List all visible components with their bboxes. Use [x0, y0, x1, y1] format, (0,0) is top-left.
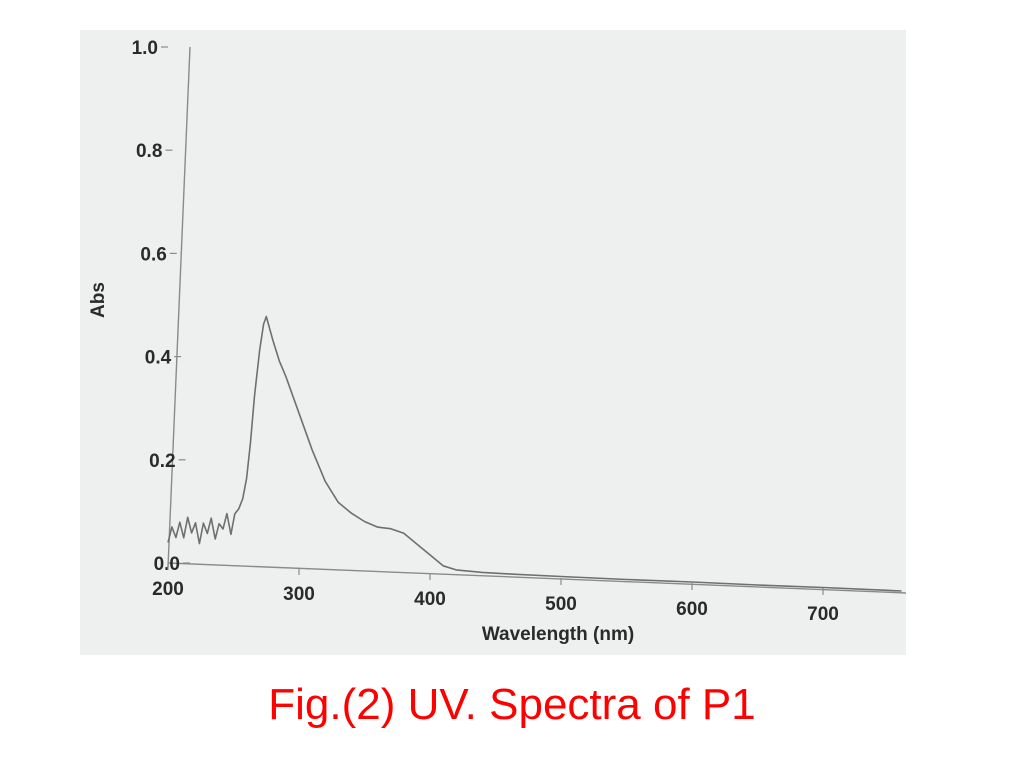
x-axis [167, 562, 906, 594]
x-axis-ticks: 200 300 400 500 600 700 [152, 563, 839, 625]
y-axis-title: Abs [88, 282, 109, 318]
x-tick-label: 400 [414, 589, 446, 610]
y-tick-label: 0.4 [145, 348, 172, 369]
y-tick-label: 0.0 [154, 554, 180, 575]
figure-caption: Fig.(2) UV. Spectra of P1 [268, 680, 756, 729]
x-tick-label: 700 [807, 604, 839, 625]
y-tick-label: 0.8 [136, 141, 162, 162]
chart-panel: 0.0 0.2 0.4 0.6 0.8 1.0 200 300 400 500 600 700 Ab… [80, 30, 906, 655]
y-tick-label: 0.2 [149, 451, 175, 472]
x-tick-label: 300 [283, 584, 315, 605]
x-tick-label: 200 [152, 579, 184, 600]
x-tick-label: 600 [676, 599, 708, 620]
spectrum-trace [167, 315, 902, 592]
uv-spectrum-chart: 0.0 0.2 0.4 0.6 0.8 1.0 200 300 400 500 600 700 Ab… [88, 38, 906, 645]
y-tick-label: 1.0 [132, 38, 158, 59]
y-axis-ticks: 0.0 0.2 0.4 0.6 0.8 1.0 [132, 38, 190, 575]
x-tick-label: 500 [545, 594, 577, 615]
y-tick-label: 0.6 [140, 244, 166, 265]
x-axis-title: Wavelength (nm) [482, 624, 634, 645]
y-axis [167, 46, 191, 568]
